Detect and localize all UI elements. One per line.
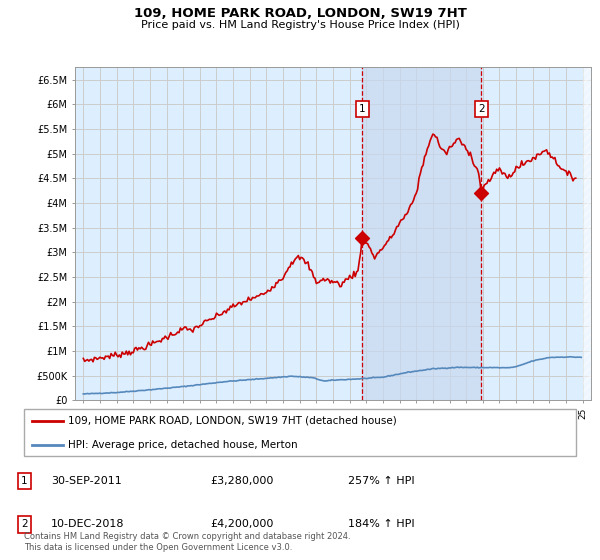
Text: 184% ↑ HPI: 184% ↑ HPI	[348, 520, 415, 530]
Bar	[583, 67, 591, 400]
Text: 1: 1	[359, 104, 365, 114]
Point	[358, 234, 367, 243]
Text: 109, HOME PARK ROAD, LONDON, SW19 7HT: 109, HOME PARK ROAD, LONDON, SW19 7HT	[134, 7, 466, 20]
Text: 30-SEP-2011: 30-SEP-2011	[51, 476, 122, 486]
Text: £3,280,000: £3,280,000	[210, 476, 274, 486]
Text: Price paid vs. HM Land Registry's House Price Index (HPI): Price paid vs. HM Land Registry's House …	[140, 20, 460, 30]
Text: Contains HM Land Registry data © Crown copyright and database right 2024.
This d: Contains HM Land Registry data © Crown c…	[24, 532, 350, 552]
Text: 257% ↑ HPI: 257% ↑ HPI	[348, 476, 415, 486]
Text: 10-DEC-2018: 10-DEC-2018	[51, 520, 125, 530]
Point	[476, 189, 486, 198]
Text: 2: 2	[478, 104, 485, 114]
Text: HPI: Average price, detached house, Merton: HPI: Average price, detached house, Mert…	[68, 440, 298, 450]
FancyBboxPatch shape	[24, 409, 576, 456]
Text: 2: 2	[21, 520, 28, 530]
Text: £4,200,000: £4,200,000	[210, 520, 274, 530]
Text: 109, HOME PARK ROAD, LONDON, SW19 7HT (detached house): 109, HOME PARK ROAD, LONDON, SW19 7HT (d…	[68, 416, 397, 426]
Bar	[362, 67, 481, 400]
Text: 1: 1	[21, 476, 28, 486]
